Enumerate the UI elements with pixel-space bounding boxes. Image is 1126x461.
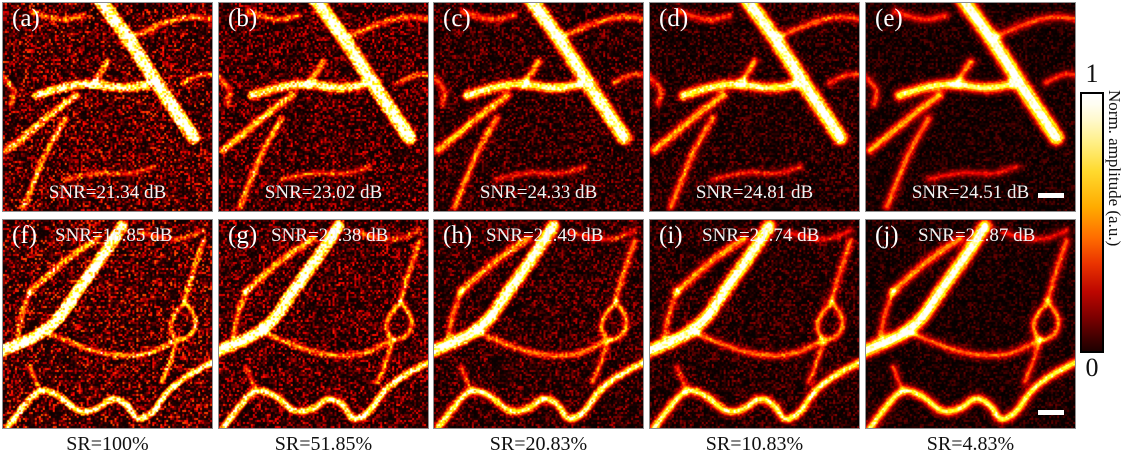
panel-a-image	[3, 3, 212, 211]
panel-e-image	[866, 3, 1075, 211]
panel-d: (d) SNR=24.81 dB	[649, 2, 860, 212]
sr-label: SR=4.83%	[926, 433, 1015, 455]
snr-label: SNR=21.34 dB	[48, 182, 167, 203]
panel-letter: (h)	[443, 222, 473, 249]
panel-j-image	[866, 220, 1075, 428]
colorbar-gradient	[1080, 92, 1104, 353]
panel-h: (h) SNR=21.49 dB	[433, 219, 644, 429]
snr-label: SNR=18.85 dB	[55, 225, 173, 246]
sr-label: SR=10.83%	[705, 433, 804, 455]
sr-label: SR=51.85%	[274, 433, 373, 455]
colorbar-min-label: 0	[1085, 353, 1099, 382]
panel-b: (b) SNR=23.02 dB	[218, 2, 429, 212]
panel-a: (a) SNR=21.34 dB	[2, 2, 213, 212]
panel-letter: (j)	[875, 222, 899, 249]
snr-label: SNR=24.81 dB	[695, 182, 814, 203]
panel-e: (e) SNR=24.51 dB	[865, 2, 1076, 212]
scale-bar	[1038, 193, 1064, 198]
panel-c-image	[434, 3, 643, 211]
panel-letter: (a)	[12, 5, 40, 32]
colorbar-max-label: 1	[1085, 59, 1099, 88]
snr-label: SNR=21.74 dB	[702, 225, 820, 246]
panel-letter: (i)	[659, 222, 683, 249]
panel-d-image	[650, 3, 859, 211]
panel-letter: (c)	[443, 5, 471, 32]
scale-bar	[1038, 410, 1064, 415]
panel-g-image	[219, 220, 428, 428]
panel-b-image	[219, 3, 428, 211]
sr-label: SR=100%	[66, 433, 149, 455]
panel-j: (j) SNR=21.87 dB	[865, 219, 1076, 429]
snr-label: SNR=23.02 dB	[264, 182, 383, 203]
snr-label: SNR=21.49 dB	[486, 225, 604, 246]
panel-f: (f) SNR=18.85 dB	[2, 219, 213, 429]
snr-label: SNR=20.38 dB	[271, 225, 389, 246]
panel-i-image	[650, 220, 859, 428]
panel-c: (c) SNR=24.33 dB	[433, 2, 644, 212]
panel-g: (g) SNR=20.38 dB	[218, 219, 429, 429]
panel-h-image	[434, 220, 643, 428]
panel-letter: (d)	[659, 5, 689, 32]
sr-label: SR=20.83%	[489, 433, 588, 455]
snr-label: SNR=21.87 dB	[918, 225, 1036, 246]
panel-letter: (g)	[228, 222, 258, 249]
panel-i: (i) SNR=21.74 dB	[649, 219, 860, 429]
panel-letter: (f)	[12, 222, 37, 249]
snr-label: SNR=24.33 dB	[479, 182, 598, 203]
panel-letter: (b)	[228, 5, 258, 32]
colorbar-axis-label: Norm. amplitude (a.u.)	[1105, 90, 1124, 247]
panel-letter: (e)	[875, 5, 903, 32]
snr-label: SNR=24.51 dB	[911, 182, 1030, 203]
panel-f-image	[3, 220, 212, 428]
